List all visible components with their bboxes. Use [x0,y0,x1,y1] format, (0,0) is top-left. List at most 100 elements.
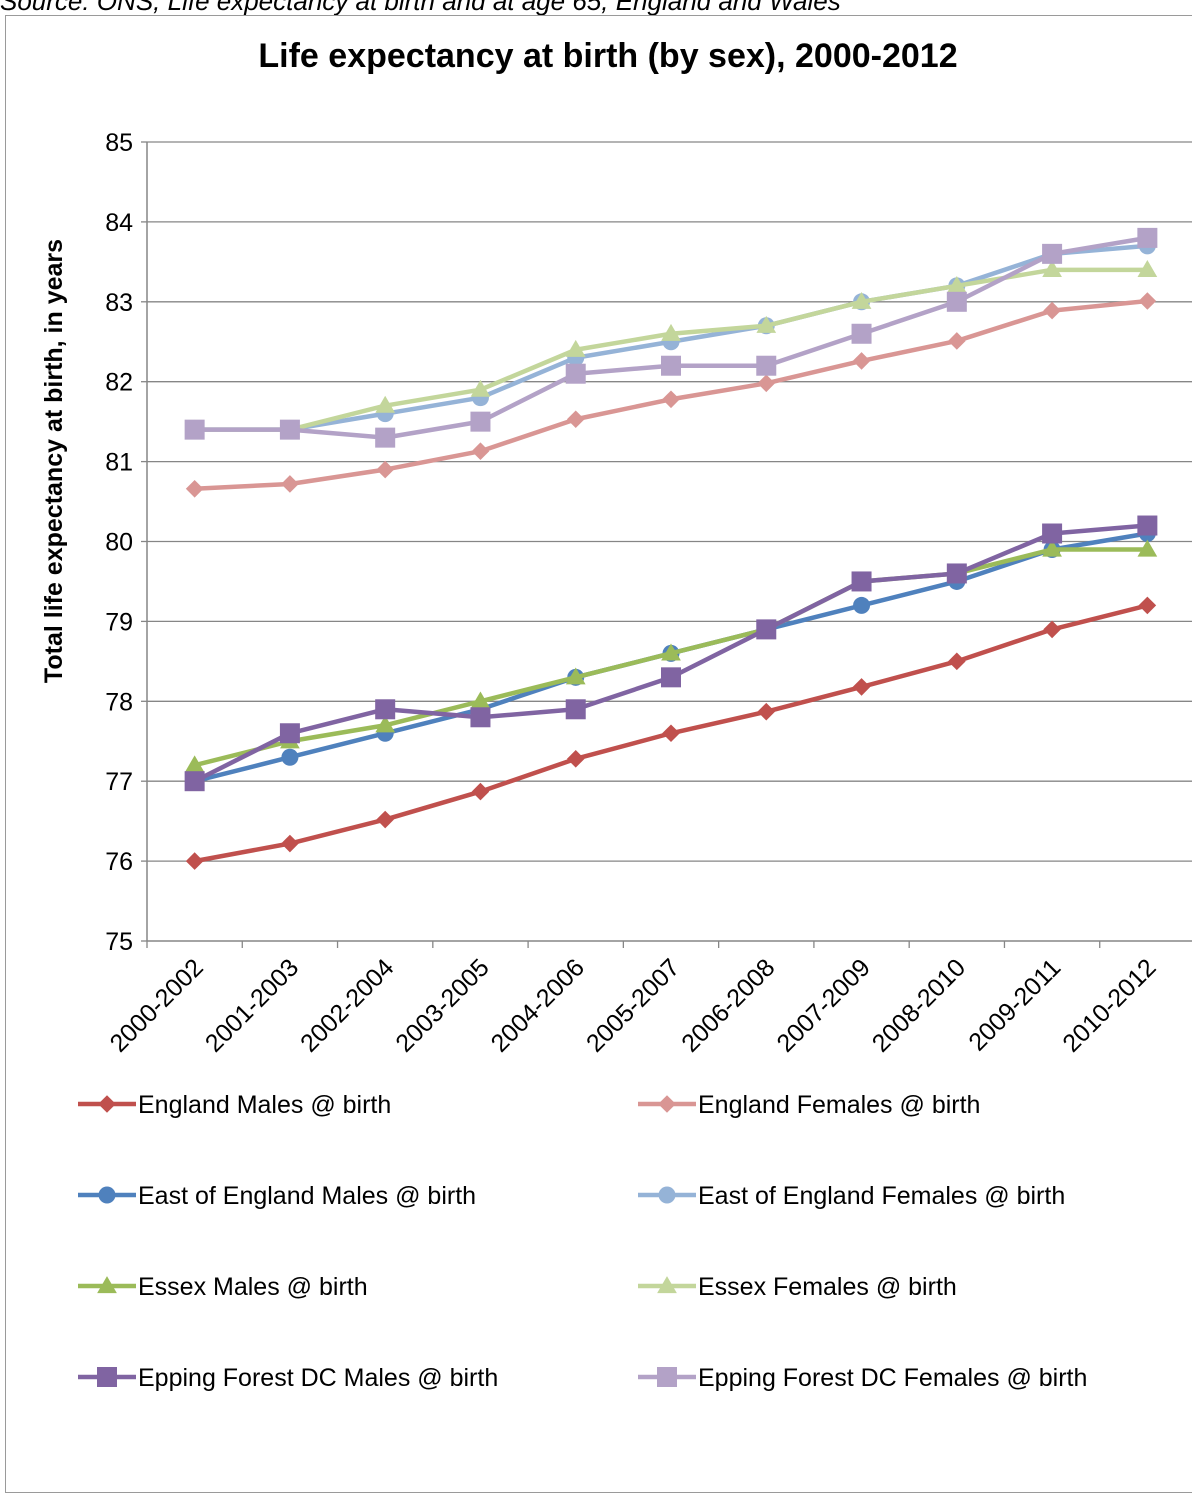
y-tick-label: 78 [105,688,133,716]
y-tick-label: 75 [105,928,133,956]
data-point [184,755,205,773]
legend-label: England Males @ birth [138,1091,391,1119]
x-tick-label: 2008-2010 [867,953,971,1057]
y-tick-label: 85 [105,129,133,157]
series-layer [184,227,1158,870]
data-point [756,619,777,640]
y-tick-label: 76 [105,848,133,876]
legend-label: East of England Females @ birth [698,1182,1065,1210]
legend-item: Essex Males @ birth [78,1273,368,1301]
legend-item: Epping Forest DC Females @ birth [638,1364,1087,1392]
legend-swatch-marker [657,1367,677,1387]
data-point [279,419,300,440]
data-point [661,643,681,661]
data-point [376,810,394,829]
legend-label: England Females @ birth [698,1091,980,1119]
data-point [375,427,396,448]
data-point [757,374,776,393]
source-note: Source: ONS, Life expectancy at birth an… [0,0,841,16]
data-point [1137,227,1158,248]
y-tick-label: 82 [105,369,133,397]
data-point [1137,259,1158,277]
chart-title: Life expectancy at birth (by sex), 2000-… [258,37,957,75]
x-tick-label: 2001-2003 [200,953,304,1057]
data-point [851,571,872,592]
x-tick-label: 2000-2002 [105,953,209,1057]
legend-swatch-marker [658,1186,676,1204]
data-point [1137,515,1158,536]
data-point [851,323,872,344]
data-point [661,355,681,376]
legend-label: Essex Females @ birth [698,1273,957,1301]
y-tick-label: 77 [105,768,133,796]
data-point [756,315,777,333]
series-1 [185,292,1157,498]
y-tick-label: 81 [105,449,133,477]
data-point [1043,620,1061,639]
legend-item: East of England Females @ birth [638,1182,1065,1210]
data-point [662,724,680,743]
data-point [756,355,777,376]
data-point [1137,539,1158,557]
data-point [948,652,966,671]
data-point [470,411,491,432]
x-tick-label: 2002-2004 [295,953,399,1057]
data-point [375,395,396,413]
data-point [852,352,871,370]
legend-item: England Males @ birth [78,1091,391,1119]
data-point [185,852,204,870]
data-point [1043,301,1061,320]
data-point [946,275,967,293]
data-point [566,410,585,429]
series-0 [185,596,1157,870]
data-point [948,332,966,350]
data-point [1042,539,1062,557]
data-point [1042,259,1062,277]
axes-layer: 75 76 77 78 79 80 81 82 83 84 85 2000-20022001-2003… [105,129,1192,1058]
legend-label: Epping Forest DC Females @ birth [698,1364,1087,1392]
legend-label: East of England Males @ birth [138,1182,476,1210]
data-point [471,442,490,461]
y-axis-label: Total life expectancy at birth, in years [40,239,68,683]
y-tick-label: 80 [105,529,133,557]
legend-swatch-marker [98,1095,116,1113]
data-point [470,379,491,397]
data-point [185,479,204,498]
data-point [852,678,871,696]
legend-swatch-marker [657,1276,677,1294]
data-point [376,460,394,479]
series-7 [184,227,1158,448]
data-point [662,390,680,409]
grid-layer [147,141,1192,862]
data-point [946,563,967,584]
data-point [565,667,586,685]
data-point [661,323,681,341]
data-point [471,782,490,801]
y-tick-label: 84 [105,209,133,237]
x-tick-label: 2004-2006 [486,953,590,1057]
data-point [184,419,205,440]
y-tick-label: 83 [105,289,133,317]
legend-item: Essex Females @ birth [638,1273,957,1301]
data-point [470,691,491,709]
data-point [279,723,300,744]
data-point [565,339,586,357]
legend-swatch-marker [658,1095,676,1113]
legend-item: East of England Males @ birth [78,1182,476,1210]
data-point [1138,292,1157,310]
data-point [1042,243,1063,264]
y-tick-label: 79 [105,608,133,636]
legend-item: England Females @ birth [638,1091,980,1119]
data-point [281,834,299,853]
data-point [566,750,585,768]
data-point [184,771,205,792]
data-point [281,748,299,766]
x-tick-label: 2007-2009 [771,953,875,1057]
data-point [757,702,776,721]
data-point [1138,596,1157,615]
x-tick-label: 2005-2007 [581,953,685,1057]
x-tick-label: 2006-2008 [676,953,780,1057]
x-tick-label: 2009-2011 [963,953,1066,1056]
data-point [281,475,299,493]
